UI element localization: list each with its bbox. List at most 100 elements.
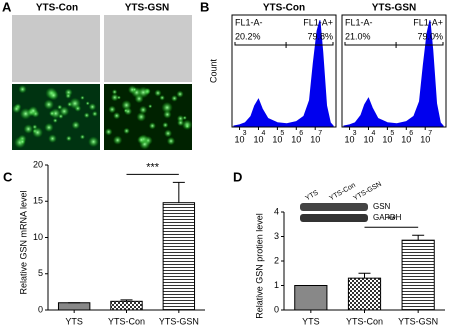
gate-name: FL1-A+: [413, 17, 443, 27]
gate-percent: 20.2%: [235, 31, 261, 41]
x-tick-label: YTS-GSN: [398, 316, 438, 326]
cell: [177, 119, 185, 127]
cell: [112, 135, 123, 145]
x-tick-base: 10: [401, 134, 411, 144]
western-blot: [300, 203, 368, 222]
cell: [65, 92, 72, 99]
blot-lane-label: YTS-GSN: [352, 181, 382, 203]
bar: [110, 300, 143, 311]
cell: [80, 95, 85, 100]
panel-label: D: [233, 169, 242, 184]
y-tick-label: 5: [38, 268, 43, 278]
y-axis-label: Relative GSN mRNA level: [18, 190, 28, 294]
bar: [347, 277, 382, 311]
gate-name: FL1-A+: [303, 17, 333, 27]
cell: [136, 112, 147, 122]
cell: [65, 135, 72, 142]
cell: [43, 99, 54, 110]
cell: [182, 115, 187, 120]
x-tick-label: YTS-Con: [108, 316, 145, 326]
y-tick-label: 10: [33, 232, 43, 242]
x-tick-base: 10: [345, 134, 355, 144]
cell: [113, 112, 121, 120]
cell: [88, 136, 99, 148]
cell: [134, 94, 144, 104]
x-tick-exponent: 4: [261, 130, 265, 137]
cell: [159, 94, 165, 101]
cell: [111, 89, 118, 95]
x-tick-base: 10: [291, 134, 301, 144]
cell: [123, 127, 130, 135]
y-tick-label: 1: [274, 280, 279, 290]
bar: [401, 239, 435, 311]
y-tick-label: 3: [274, 231, 279, 241]
gate-percent: 79.8%: [307, 31, 333, 41]
x-tick-exponent: 6: [299, 130, 303, 137]
cell: [110, 93, 119, 102]
gate-name: FL1-A-: [345, 17, 373, 27]
cell: [52, 118, 58, 123]
x-tick-exponent: 7: [428, 130, 432, 137]
cell: [139, 105, 148, 115]
error-bar: [172, 181, 185, 203]
y-tick-label: 2: [274, 255, 279, 265]
x-tick-label: YTS: [65, 316, 83, 326]
cell: [71, 120, 81, 130]
y-tick-label: 15: [33, 196, 43, 206]
x-tick-base: 10: [363, 134, 373, 144]
cell: [154, 89, 162, 97]
x-tick-exponent: 5: [390, 130, 394, 137]
blot-lane-label: YTS: [304, 189, 320, 202]
cell: [161, 101, 173, 114]
cell: [48, 90, 59, 101]
x-tick-exponent: 7: [318, 130, 322, 137]
y-tick-label: 0: [274, 304, 279, 314]
brightfield-image: [104, 15, 192, 82]
cell: [12, 104, 21, 114]
cell: [164, 129, 173, 138]
cells: [12, 85, 193, 150]
cell: [28, 106, 38, 116]
cell: [32, 127, 44, 138]
cell: [85, 101, 90, 106]
x-tick-exponent: 3: [353, 130, 357, 137]
cell: [104, 128, 113, 136]
cell: [91, 110, 98, 117]
panel-label: B: [200, 0, 209, 14]
cell: [123, 108, 128, 113]
y-axis-label: Relative GSN protien level: [254, 213, 264, 319]
plot-frame: [231, 14, 337, 128]
x-tick-base: 10: [382, 134, 392, 144]
cell: [176, 90, 184, 98]
gate-bracket: [234, 42, 334, 48]
x-tick-base: 10: [235, 134, 245, 144]
gate-percent: 21.0%: [345, 31, 371, 41]
cell: [171, 94, 178, 102]
error-bar: [358, 272, 371, 279]
cell: [148, 104, 153, 109]
cell: [88, 103, 97, 111]
bar: [57, 302, 91, 311]
cell: [48, 134, 57, 143]
cell: [19, 138, 26, 145]
chart-title: YTS-Con: [263, 3, 305, 14]
x-tick-exponent: 5: [280, 130, 284, 137]
brightfield-image: [12, 15, 100, 82]
bar: [294, 285, 328, 311]
histogram-area: [233, 20, 334, 128]
blot-lane-label: YTS-Con: [328, 182, 357, 203]
image-title: YTS-Con: [36, 3, 78, 14]
chart-title: YTS-GSN: [372, 3, 416, 14]
cell: [18, 85, 27, 94]
blot-band-label: GAPDH: [373, 213, 402, 222]
cell: [137, 135, 146, 145]
plot-frame: [341, 14, 447, 128]
y-tick-label: 0: [38, 304, 43, 314]
gate-bracket: [344, 42, 444, 48]
x-tick-base: 10: [310, 134, 320, 144]
panel-label: A: [2, 0, 12, 14]
error-bar: [120, 299, 133, 302]
gate-name: FL1-A-: [235, 17, 263, 27]
bar: [162, 202, 196, 311]
